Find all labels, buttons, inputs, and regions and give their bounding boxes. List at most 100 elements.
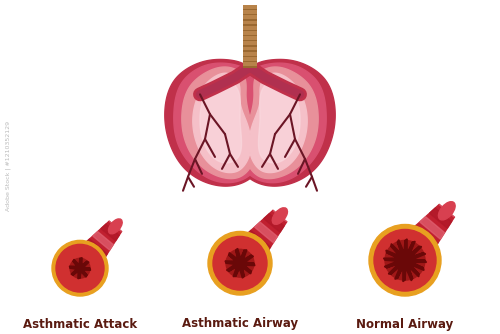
Polygon shape — [386, 253, 405, 260]
Polygon shape — [240, 63, 326, 183]
Bar — [243, 31, 257, 35]
Polygon shape — [80, 268, 82, 278]
Polygon shape — [390, 204, 454, 272]
Polygon shape — [240, 263, 255, 266]
Polygon shape — [193, 73, 251, 173]
Polygon shape — [391, 244, 405, 260]
Polygon shape — [246, 230, 270, 253]
Polygon shape — [405, 260, 426, 263]
Polygon shape — [73, 261, 80, 268]
Circle shape — [369, 224, 441, 296]
Polygon shape — [227, 247, 257, 274]
Polygon shape — [200, 79, 241, 163]
Polygon shape — [390, 243, 424, 272]
Bar — [243, 14, 257, 15]
Ellipse shape — [272, 208, 287, 224]
Polygon shape — [405, 241, 415, 260]
Polygon shape — [240, 250, 247, 263]
Text: Asthmatic Airway: Asthmatic Airway — [182, 317, 298, 330]
Polygon shape — [391, 246, 405, 260]
Circle shape — [234, 258, 246, 269]
Polygon shape — [395, 260, 405, 279]
Polygon shape — [80, 266, 90, 268]
Bar — [243, 24, 257, 26]
Polygon shape — [405, 260, 424, 271]
Polygon shape — [398, 260, 405, 279]
Polygon shape — [233, 263, 240, 277]
Polygon shape — [405, 253, 423, 260]
Polygon shape — [68, 221, 122, 278]
Polygon shape — [249, 73, 307, 173]
Polygon shape — [68, 254, 96, 278]
Polygon shape — [240, 261, 254, 263]
Polygon shape — [80, 268, 87, 277]
Polygon shape — [403, 240, 405, 260]
Polygon shape — [398, 240, 405, 260]
Bar — [243, 9, 257, 10]
Polygon shape — [385, 260, 405, 263]
Ellipse shape — [438, 202, 455, 220]
Circle shape — [208, 231, 272, 295]
Polygon shape — [174, 63, 260, 183]
Bar — [243, 30, 257, 31]
Polygon shape — [264, 214, 284, 232]
Polygon shape — [405, 253, 425, 260]
Circle shape — [52, 240, 108, 296]
Polygon shape — [405, 260, 419, 274]
Bar — [243, 47, 257, 50]
Polygon shape — [80, 268, 87, 275]
Bar — [243, 50, 257, 52]
Polygon shape — [405, 246, 421, 260]
Text: Normal Airway: Normal Airway — [356, 318, 454, 331]
Ellipse shape — [108, 219, 122, 234]
Polygon shape — [236, 239, 264, 264]
Polygon shape — [76, 246, 102, 269]
Polygon shape — [398, 242, 405, 260]
Bar — [243, 45, 257, 47]
Bar — [243, 41, 257, 45]
Polygon shape — [240, 263, 252, 274]
Polygon shape — [80, 268, 90, 270]
Polygon shape — [405, 260, 412, 281]
Bar — [243, 62, 257, 66]
Polygon shape — [400, 234, 430, 261]
Polygon shape — [405, 258, 425, 260]
Bar — [243, 40, 257, 41]
Polygon shape — [405, 239, 407, 260]
Polygon shape — [420, 217, 444, 239]
Polygon shape — [439, 204, 454, 217]
Polygon shape — [226, 263, 240, 266]
Polygon shape — [405, 260, 412, 279]
Bar — [243, 5, 257, 9]
Polygon shape — [240, 255, 252, 263]
Polygon shape — [236, 250, 240, 263]
Circle shape — [396, 252, 413, 269]
Circle shape — [213, 236, 267, 290]
Circle shape — [385, 240, 425, 280]
Polygon shape — [78, 258, 80, 268]
Polygon shape — [73, 268, 80, 275]
Polygon shape — [236, 248, 240, 263]
Polygon shape — [388, 260, 405, 274]
Polygon shape — [228, 253, 240, 263]
Polygon shape — [240, 263, 244, 278]
Polygon shape — [273, 210, 287, 222]
Bar — [243, 21, 257, 24]
Text: Asthmatic Attack: Asthmatic Attack — [23, 318, 137, 331]
Polygon shape — [405, 242, 412, 260]
Bar — [243, 56, 257, 57]
Bar — [243, 26, 257, 30]
Polygon shape — [73, 259, 80, 268]
Polygon shape — [70, 268, 80, 270]
Polygon shape — [80, 261, 89, 268]
Polygon shape — [182, 67, 256, 179]
Polygon shape — [71, 268, 80, 275]
Polygon shape — [239, 59, 335, 186]
Polygon shape — [386, 250, 405, 260]
Polygon shape — [84, 239, 107, 260]
Polygon shape — [101, 224, 119, 241]
Polygon shape — [391, 260, 405, 274]
Circle shape — [374, 229, 436, 291]
Polygon shape — [384, 258, 405, 260]
Polygon shape — [165, 59, 261, 186]
